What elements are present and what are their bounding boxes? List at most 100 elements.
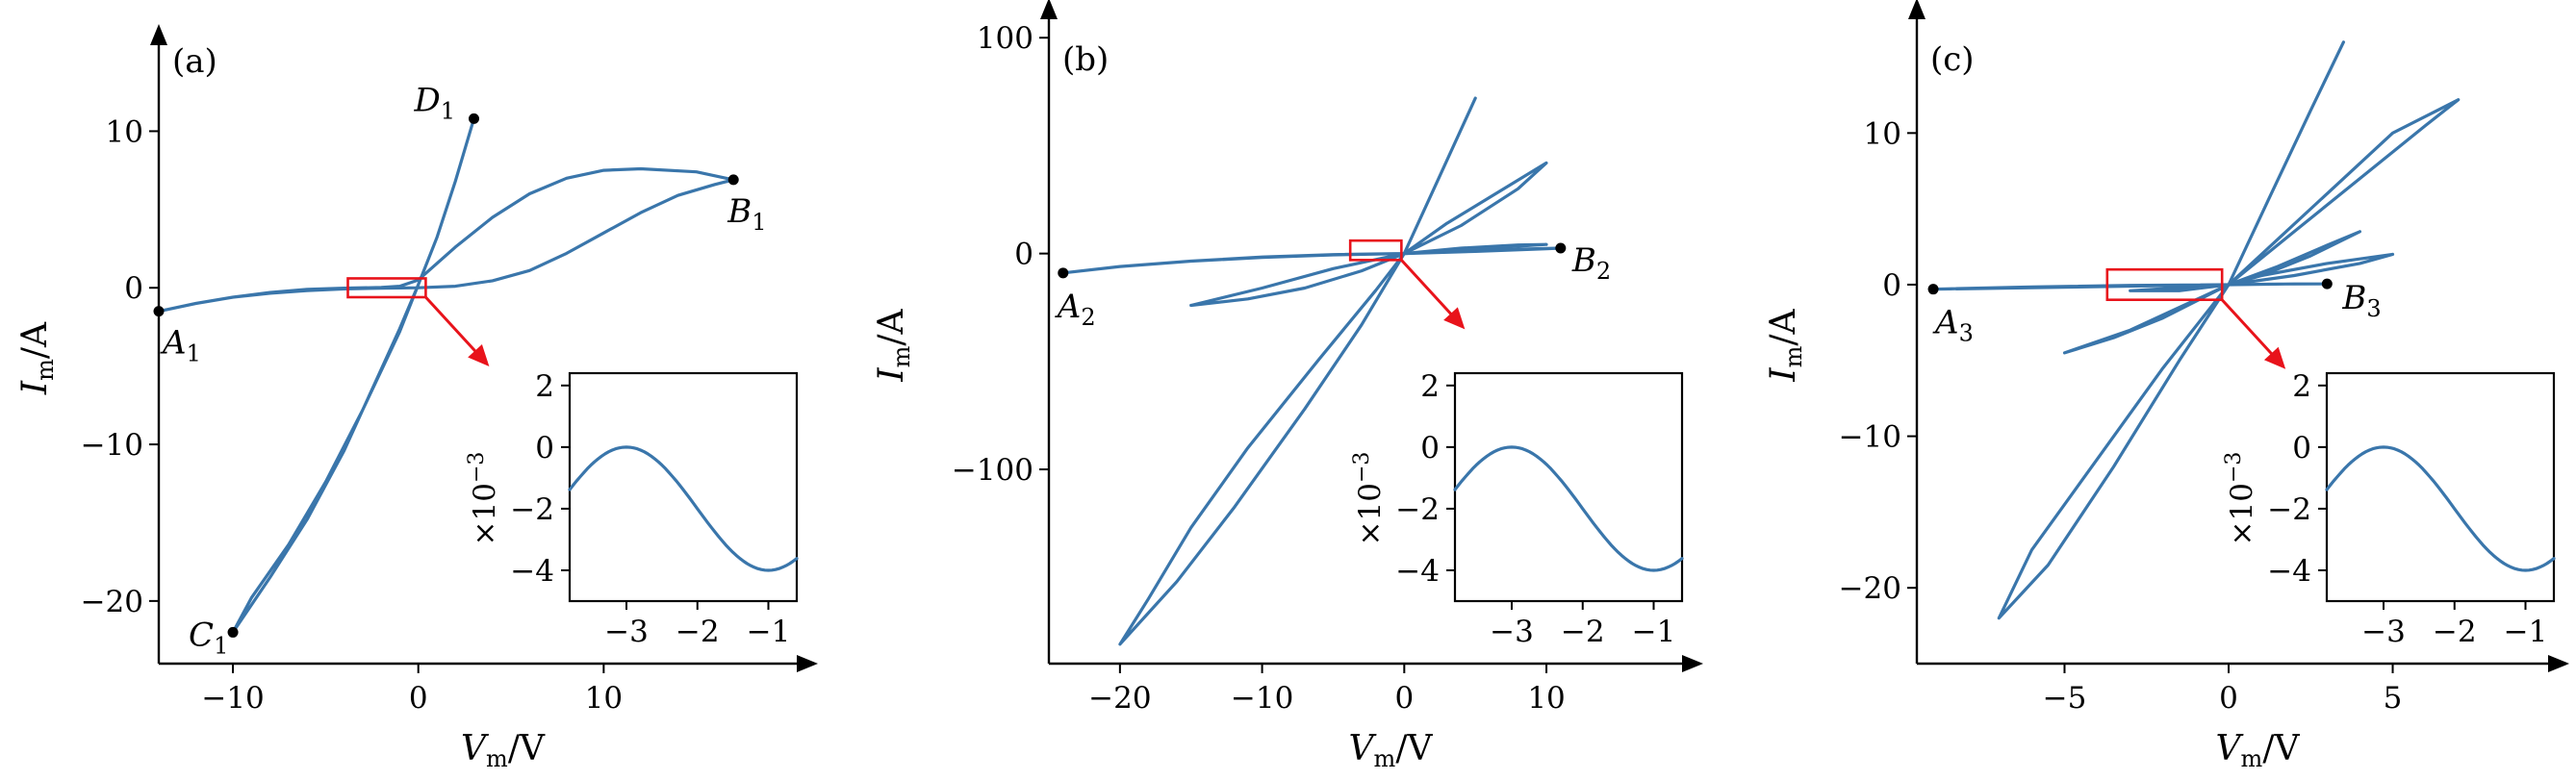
x-tick-label: 0 [1394, 681, 1414, 716]
inset-y-tick-label: −2 [510, 492, 554, 527]
inset-series-line [1453, 445, 1684, 572]
inset-x-tick-label: −3 [1490, 615, 1534, 649]
x-tick-label: 10 [1527, 681, 1565, 716]
x-axis-arrow [2548, 655, 2569, 672]
zoom-arrow [2221, 298, 2278, 360]
x-axis-arrow [797, 655, 818, 672]
x-axis-label: Vm/V [2216, 729, 2301, 772]
y-axis-label: Im/A [1764, 308, 1807, 382]
point-label: B2 [1571, 241, 1611, 285]
inset-frame [568, 371, 799, 603]
panel-label: (b) [1062, 40, 1109, 79]
x-tick-label: −10 [201, 681, 264, 716]
point-label: B1 [727, 192, 766, 236]
marker-point [1058, 267, 1069, 279]
zoom-box [2105, 267, 2224, 302]
series-line-2 [1189, 161, 1548, 308]
inset-multiplier: ×10−3 [1350, 452, 1388, 546]
panel-label: (a) [172, 42, 217, 81]
series-line-3 [1118, 96, 1477, 646]
inset-series-line [2325, 445, 2556, 572]
inset-y-tick-label: 2 [535, 369, 554, 404]
inset-plot: −3 −2 −1 −4 −2 0 2 ×10−3 [2222, 369, 2556, 649]
x-tick-label: −10 [1231, 681, 1293, 716]
series-line-4 [2227, 98, 2461, 287]
series-line-1 [1061, 246, 1563, 275]
y-tick-label: −100 [952, 453, 1033, 488]
x-tick-label: 10 [585, 681, 623, 716]
y-tick-label: −10 [1839, 420, 1901, 455]
series-line-4 [1402, 242, 1548, 256]
x-tick-label: 5 [2384, 681, 2403, 716]
zoom-box [346, 277, 427, 299]
inset-x-tick-label: −1 [2504, 615, 2548, 649]
inset-x-tick-label: −2 [676, 615, 720, 649]
zoom-arrow [424, 295, 481, 358]
series-line-2 [2129, 252, 2395, 292]
inset-frame [1453, 371, 1684, 603]
marker-point [153, 306, 165, 317]
inset-series-line [568, 445, 799, 572]
inset-x-tick-label: −2 [2433, 615, 2477, 649]
inset-y-tick-label: 0 [535, 431, 554, 465]
y-tick-label: −20 [81, 585, 143, 619]
inset-y-tick-label: 0 [2292, 431, 2311, 465]
x-axis-arrow [1682, 655, 1703, 672]
inset-multiplier: ×10−3 [2222, 452, 2259, 546]
zoom-arrow-head [468, 344, 490, 366]
y-axis-arrow [1908, 0, 1926, 19]
series-line-1 [1931, 282, 2329, 291]
marker-point [727, 174, 739, 186]
x-tick-label: −5 [2043, 681, 2087, 716]
series-line-1 [157, 166, 735, 314]
marker-point [1927, 284, 1939, 295]
inset-y-tick-label: −4 [510, 554, 554, 589]
marker-point [1555, 242, 1567, 254]
inset-multiplier: ×10−3 [465, 452, 502, 546]
x-tick-label: 0 [2219, 681, 2238, 716]
zoom-box [1348, 239, 1403, 262]
y-axis-label: Im/A [872, 308, 915, 382]
x-axis-label: Vm/V [461, 729, 546, 772]
inset-y-tick-label: 2 [2292, 369, 2311, 404]
inset-x-tick-label: −3 [2361, 615, 2406, 649]
inset-plot: −3 −2 −1 −4 −2 0 2 ×10−3 [465, 369, 799, 649]
y-tick-label: 0 [1882, 268, 1901, 303]
y-axis-label: Im/A [15, 321, 59, 395]
y-tick-label: 10 [106, 114, 143, 149]
x-tick-label: 0 [409, 681, 428, 716]
y-tick-label: −10 [81, 428, 143, 463]
y-axis-arrow [150, 24, 167, 45]
marker-point [469, 113, 479, 124]
point-label: D1 [414, 81, 456, 124]
point-label: C1 [189, 616, 228, 659]
y-axis-arrow [1040, 0, 1058, 19]
y-tick-label: 0 [124, 271, 143, 306]
point-label: A2 [1055, 288, 1096, 331]
point-label: A3 [1932, 304, 1974, 347]
x-axis-label: Vm/V [1349, 729, 1434, 772]
y-tick-label: −20 [1839, 571, 1901, 606]
inset-x-tick-label: −1 [747, 615, 791, 649]
inset-y-tick-label: 0 [1420, 431, 1440, 465]
inset-x-tick-label: −1 [1632, 615, 1676, 649]
y-tick-label: 0 [1014, 238, 1033, 272]
inset-y-tick-label: −2 [1395, 492, 1440, 527]
inset-x-tick-label: −2 [1561, 615, 1605, 649]
series-line-5 [1997, 40, 2345, 620]
point-label: B3 [2341, 279, 2381, 322]
zoom-arrow-head [1443, 307, 1466, 330]
inset-y-tick-label: −4 [2267, 554, 2311, 589]
point-label: A1 [160, 324, 201, 367]
marker-point [2321, 278, 2333, 289]
inset-frame [2325, 371, 2556, 603]
inset-y-tick-label: 2 [1420, 369, 1440, 404]
inset-plot: −3 −2 −1 −4 −2 0 2 ×10−3 [1350, 369, 1684, 649]
series-line-2 [231, 116, 476, 634]
series-line-3 [2062, 230, 2361, 355]
zoom-arrow [1400, 259, 1457, 320]
